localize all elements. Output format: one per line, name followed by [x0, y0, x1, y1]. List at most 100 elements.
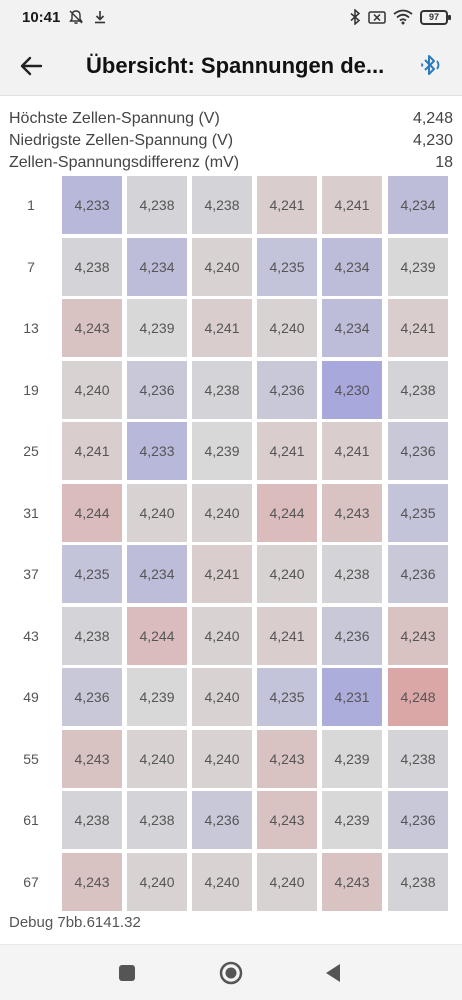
- cell-voltage: 4,243: [257, 791, 317, 849]
- row-start-index: 67: [23, 873, 39, 890]
- cell-voltage: 4,236: [388, 791, 448, 849]
- cell-voltage: 4,230: [322, 360, 382, 419]
- cell-voltage: 4,238: [388, 852, 448, 911]
- cell-row: 37 4,235 4,234 4,241 4,240 4,238 4,236: [0, 545, 462, 603]
- stat-row-highest: Höchste Zellen-Spannung (V) 4,248: [9, 108, 453, 130]
- cell-voltage: 4,235: [388, 483, 448, 542]
- cell-voltage: 4,239: [127, 299, 187, 357]
- page-title: Übersicht: Spannungen de...: [86, 53, 385, 78]
- cell-voltage: 4,238: [322, 545, 382, 603]
- stat-value: 18: [435, 154, 453, 171]
- cell-voltage: 4,241: [257, 176, 317, 234]
- battery-icon: 97: [420, 9, 451, 25]
- cell-voltage: 4,243: [62, 299, 122, 357]
- cell-voltage: 4,244: [257, 483, 317, 542]
- cell-voltage: 4,234: [127, 545, 187, 603]
- cell-row: 7 4,238 4,234 4,240 4,235 4,234 4,239: [0, 237, 462, 296]
- cell-voltage: 4,240: [192, 606, 252, 665]
- triangle-back-icon: [326, 964, 340, 982]
- cell-voltage: 4,248: [388, 668, 448, 726]
- back-button[interactable]: [16, 50, 48, 82]
- cell-voltage: 4,235: [257, 237, 317, 296]
- wifi-icon: [393, 9, 413, 25]
- cell-voltage: 4,238: [192, 176, 252, 234]
- cell-voltage: 4,239: [192, 422, 252, 480]
- cell-voltage: 4,236: [388, 422, 448, 480]
- row-start-index: 31: [23, 504, 39, 521]
- row-start-index: 19: [23, 381, 39, 398]
- cell-voltage: 4,240: [192, 237, 252, 296]
- status-time: 10:41: [22, 9, 61, 26]
- cell-voltage: 4,240: [127, 483, 187, 542]
- system-nav-bar: [0, 944, 462, 1000]
- cell-voltage: 4,244: [62, 483, 122, 542]
- cell-voltage: 4,240: [192, 483, 252, 542]
- stat-value: 4,248: [412, 110, 453, 127]
- voltage-summary: Höchste Zellen-Spannung (V) 4,248 Niedri…: [9, 108, 453, 174]
- row-start-index: 1: [27, 197, 35, 213]
- recents-button[interactable]: [115, 961, 139, 985]
- cell-voltage: 4,234: [322, 237, 382, 296]
- cell-voltage: 4,240: [257, 545, 317, 603]
- cell-voltage: 4,236: [388, 545, 448, 603]
- cell-voltage: 4,236: [62, 668, 122, 726]
- bluetooth-button[interactable]: [414, 50, 446, 82]
- arrow-left-icon: [20, 56, 43, 76]
- cell-voltage: 4,236: [257, 360, 317, 419]
- bluetooth-icon: [350, 9, 361, 25]
- cell-row: 13 4,243 4,239 4,241 4,240 4,234 4,241: [0, 299, 462, 357]
- cell-voltage: 4,234: [322, 299, 382, 357]
- cell-voltage: 4,243: [257, 729, 317, 788]
- cell-voltage: 4,233: [127, 422, 187, 480]
- cell-voltage: 4,238: [62, 237, 122, 296]
- app-bar: Übersicht: Spannungen de...: [0, 36, 462, 96]
- nav-back-button[interactable]: [322, 961, 346, 985]
- cell-voltage: 4,240: [192, 729, 252, 788]
- cell-voltage: 4,239: [322, 729, 382, 788]
- row-start-index: 49: [23, 689, 39, 705]
- cell-voltage: 4,238: [127, 176, 187, 234]
- cell-voltage: 4,240: [257, 852, 317, 911]
- stat-row-lowest: Niedrigste Zellen-Spannung (V) 4,230: [9, 130, 453, 152]
- battery-level: 97: [428, 11, 439, 22]
- cell-voltage: 4,236: [127, 360, 187, 419]
- cell-row: 25 4,241 4,233 4,239 4,241 4,241 4,236: [0, 422, 462, 480]
- status-bar: 10:41 97: [0, 0, 462, 36]
- row-start-index: 37: [23, 566, 39, 582]
- cell-voltage: 4,238: [388, 360, 448, 419]
- cell-voltage: 4,243: [62, 729, 122, 788]
- cell-voltage: 4,244: [127, 606, 187, 665]
- cell-voltage: 4,240: [127, 852, 187, 911]
- stat-row-difference: Zellen-Spannungsdifferenz (mV) 18: [9, 152, 453, 174]
- cell-voltage: 4,236: [322, 606, 382, 665]
- cell-row: 67 4,243 4,240 4,240 4,240 4,243 4,238: [0, 852, 462, 911]
- cell-voltage: 4,241: [257, 422, 317, 480]
- cell-voltage: 4,233: [62, 176, 122, 234]
- row-start-index: 61: [23, 812, 39, 828]
- cell-row: 49 4,236 4,239 4,240 4,235 4,231 4,248: [0, 668, 462, 726]
- cell-voltage: 4,240: [192, 668, 252, 726]
- home-circle-icon: [219, 961, 243, 985]
- cell-voltage: 4,243: [322, 852, 382, 911]
- cell-voltage: 4,238: [388, 729, 448, 788]
- cell-row: 31 4,244 4,240 4,240 4,244 4,243 4,235: [0, 483, 462, 542]
- cell-row: 19 4,240 4,236 4,238 4,236 4,230 4,238: [0, 360, 462, 419]
- cell-voltage: 4,239: [322, 791, 382, 849]
- download-icon: [95, 11, 105, 24]
- debug-label: Debug 7bb.6141.32: [9, 914, 141, 931]
- cell-voltage: 4,240: [62, 360, 122, 419]
- home-button[interactable]: [219, 961, 243, 985]
- row-start-index: 7: [27, 258, 35, 275]
- cell-voltage: 4,241: [192, 545, 252, 603]
- cell-voltage: 4,238: [127, 791, 187, 849]
- cell-voltage: 4,235: [62, 545, 122, 603]
- cell-voltage: 4,243: [62, 852, 122, 911]
- cell-voltage: 4,240: [192, 852, 252, 911]
- stat-label: Niedrigste Zellen-Spannung (V): [9, 132, 234, 149]
- cell-voltage: 4,241: [388, 299, 448, 357]
- cell-row: 43 4,238 4,244 4,240 4,241 4,236 4,243: [0, 606, 462, 665]
- cell-voltage: 4,239: [388, 237, 448, 296]
- row-start-index: 25: [23, 443, 39, 459]
- cell-voltage: 4,238: [62, 606, 122, 665]
- cell-voltage: 4,238: [62, 791, 122, 849]
